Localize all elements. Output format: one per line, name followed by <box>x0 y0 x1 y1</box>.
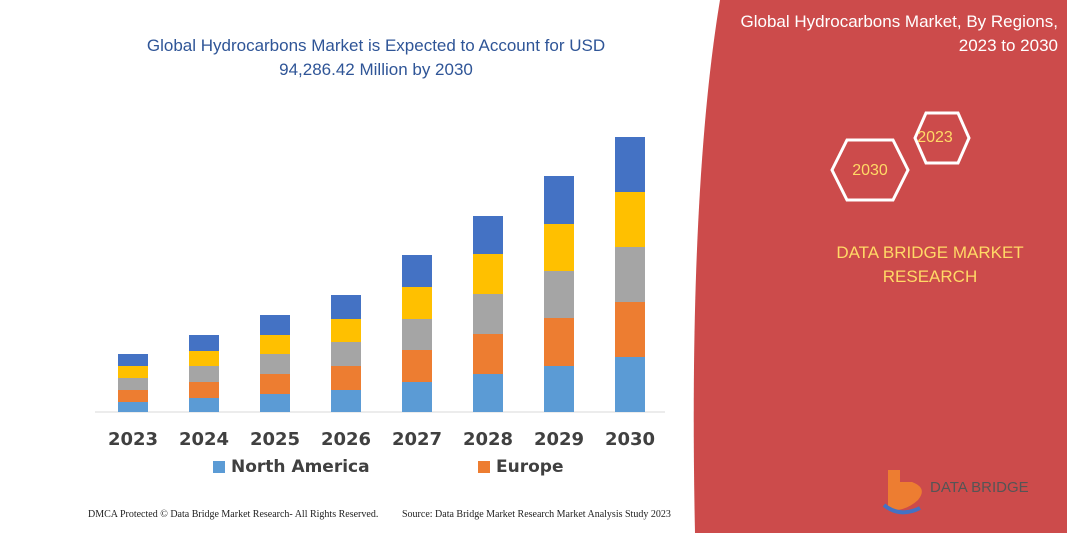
bar-segment <box>615 302 645 357</box>
bar-segment <box>260 394 290 412</box>
panel-title: Global Hydrocarbons Market, By Regions, … <box>740 12 1058 55</box>
x-tick-label: 2024 <box>179 429 229 450</box>
footer-left: DMCA Protected © Data Bridge Market Rese… <box>88 509 379 520</box>
bar-segment <box>473 374 503 412</box>
bar-segment <box>189 351 219 366</box>
x-tick-label: 2029 <box>534 429 584 450</box>
x-tick-label: 2026 <box>321 429 371 450</box>
bar-segment <box>402 319 432 350</box>
bar-segment <box>331 366 361 390</box>
bar-segment <box>189 366 219 382</box>
bar-segment <box>331 342 361 366</box>
bar-segment <box>402 255 432 287</box>
bar-segment <box>118 390 148 402</box>
bar-segment <box>544 176 574 224</box>
bar-segment <box>118 378 148 390</box>
bar-segment <box>260 335 290 354</box>
hex-label: 2023 <box>917 129 953 146</box>
bar-segment <box>615 357 645 412</box>
x-tick-label: 2028 <box>463 429 513 450</box>
bar-segment <box>615 247 645 302</box>
x-tick-label: 2027 <box>392 429 442 450</box>
legend-label: Europe <box>496 457 563 477</box>
bar-segment <box>260 315 290 335</box>
bar-segment <box>331 319 361 342</box>
bar-segment <box>189 398 219 412</box>
logo-icon <box>888 470 922 511</box>
bar-segment <box>544 271 574 318</box>
hexagon <box>830 138 910 202</box>
x-tick-label: 2023 <box>108 429 158 450</box>
bar-segment <box>544 366 574 412</box>
hexagon <box>913 111 971 165</box>
bar-segment <box>615 192 645 247</box>
bar-segment <box>118 402 148 412</box>
side-panel <box>693 0 1067 533</box>
bar-segment <box>402 382 432 412</box>
bar-segment <box>615 137 645 192</box>
logo-text: DATA BRIDGE <box>930 479 1029 496</box>
bar-segment <box>473 334 503 374</box>
chart-title: Global Hydrocarbons Market is Expected t… <box>146 36 606 79</box>
footer-right: Source: Data Bridge Market Research Mark… <box>402 509 671 520</box>
bar-segment <box>473 216 503 254</box>
bar-segment <box>189 335 219 351</box>
legend-label: North America <box>231 457 370 477</box>
bar-segment <box>473 254 503 294</box>
bar-segment <box>260 354 290 374</box>
hex-label: 2030 <box>852 162 888 179</box>
brand-text: DATA BRIDGE MARKET RESEARCH <box>836 243 1024 286</box>
legend-swatch <box>213 461 225 473</box>
bar-segment <box>402 350 432 382</box>
x-tick-label: 2030 <box>605 429 655 450</box>
bar-segment <box>118 366 148 378</box>
bar-segment <box>544 318 574 366</box>
bar-segment <box>260 374 290 394</box>
bar-segment <box>118 354 148 366</box>
bar-segment <box>331 295 361 319</box>
bar-segment <box>402 287 432 319</box>
bar-segment <box>473 294 503 334</box>
bar-segment <box>331 390 361 412</box>
bar-segment <box>544 224 574 271</box>
x-tick-label: 2025 <box>250 429 300 450</box>
bar-segment <box>189 382 219 398</box>
logo-icon <box>882 503 921 515</box>
legend-swatch <box>478 461 490 473</box>
